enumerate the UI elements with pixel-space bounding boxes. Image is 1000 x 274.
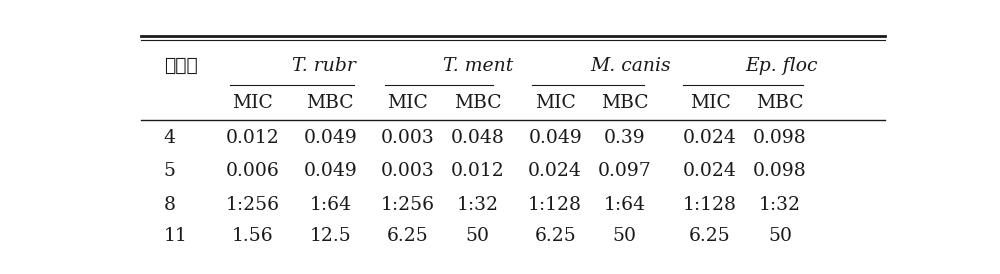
Text: T. rubr: T. rubr (292, 57, 356, 75)
Text: 0.098: 0.098 (753, 129, 807, 147)
Text: Ep. floc: Ep. floc (745, 57, 818, 75)
Text: 1:32: 1:32 (759, 196, 801, 214)
Text: 0.097: 0.097 (598, 162, 652, 180)
Text: 0.024: 0.024 (683, 162, 737, 180)
Text: T. ment: T. ment (443, 57, 513, 75)
Text: 1:32: 1:32 (457, 196, 499, 214)
Text: MBC: MBC (601, 93, 649, 112)
Text: 5: 5 (164, 162, 176, 180)
Text: 6.25: 6.25 (689, 227, 731, 246)
Text: 0.024: 0.024 (528, 162, 582, 180)
Text: 6.25: 6.25 (387, 227, 429, 246)
Text: 0.003: 0.003 (381, 129, 435, 147)
Text: 6.25: 6.25 (534, 227, 576, 246)
Text: MBC: MBC (756, 93, 804, 112)
Text: 0.049: 0.049 (304, 129, 357, 147)
Text: 0.39: 0.39 (604, 129, 646, 147)
Text: 1.56: 1.56 (232, 227, 274, 246)
Text: 50: 50 (466, 227, 490, 246)
Text: 1:128: 1:128 (683, 196, 737, 214)
Text: 1:256: 1:256 (381, 196, 435, 214)
Text: 8: 8 (164, 196, 176, 214)
Text: 50: 50 (768, 227, 792, 246)
Text: 0.098: 0.098 (753, 162, 807, 180)
Text: 0.012: 0.012 (226, 129, 280, 147)
Text: 0.048: 0.048 (451, 129, 505, 147)
Text: M. canis: M. canis (590, 57, 671, 75)
Text: 0.024: 0.024 (683, 129, 737, 147)
Text: MIC: MIC (232, 93, 273, 112)
Text: 4: 4 (164, 129, 176, 147)
Text: 样本号: 样本号 (164, 56, 198, 75)
Text: 0.012: 0.012 (451, 162, 505, 180)
Text: 1:64: 1:64 (309, 196, 351, 214)
Text: 1:128: 1:128 (528, 196, 582, 214)
Text: MBC: MBC (307, 93, 354, 112)
Text: 12.5: 12.5 (310, 227, 351, 246)
Text: MIC: MIC (690, 93, 731, 112)
Text: MIC: MIC (387, 93, 428, 112)
Text: 0.049: 0.049 (528, 129, 582, 147)
Text: 11: 11 (164, 227, 188, 246)
Text: 0.003: 0.003 (381, 162, 435, 180)
Text: 0.049: 0.049 (304, 162, 357, 180)
Text: 0.006: 0.006 (226, 162, 280, 180)
Text: 1:64: 1:64 (604, 196, 646, 214)
Text: 50: 50 (613, 227, 637, 246)
Text: MBC: MBC (454, 93, 501, 112)
Text: MIC: MIC (535, 93, 576, 112)
Text: 1:256: 1:256 (226, 196, 280, 214)
